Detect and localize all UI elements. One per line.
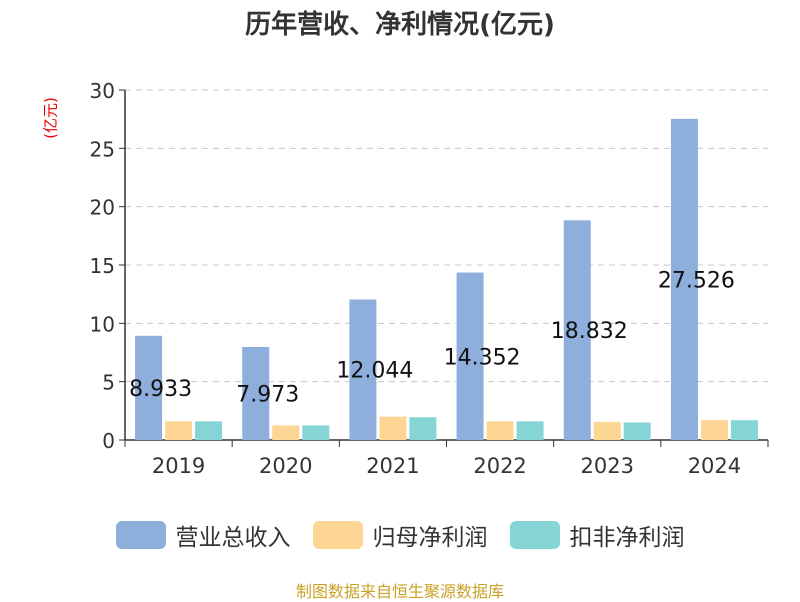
chart-title: 历年营收、净利情况(亿元) [245,10,555,40]
bar-2-2020 [302,425,330,440]
data-source-note: 制图数据来自恒生聚源数据库 [295,582,504,601]
bar-1-2019 [165,421,193,440]
bar-2-2023 [623,422,651,440]
bar-2-2019 [195,421,223,440]
bar-2-2021 [409,417,437,440]
legend-item-revenue[interactable]: 营业总收入 [115,518,291,552]
data-label-2019: 8.933 [129,377,192,402]
legend-item-deducted-profit[interactable]: 扣非净利润 [509,518,685,552]
bar-2-2022 [516,421,544,440]
y-tick-label-15: 15 [90,254,115,278]
x-tick-label-2024: 2024 [688,454,741,478]
y-tick-label-5: 5 [102,371,115,395]
legend-swatch-revenue [115,521,166,549]
data-label-2023: 18.832 [551,319,628,344]
bar-0-2022 [456,272,484,440]
legend-item-net-profit[interactable]: 归母净利润 [312,518,488,552]
y-tick-label-20: 20 [90,196,115,220]
x-tick-label-2020: 2020 [259,454,312,478]
x-tick-label-2022: 2022 [473,454,526,478]
bar-0-2019 [135,335,163,440]
data-label-2020: 7.973 [236,382,299,407]
data-label-2021: 12.044 [336,359,413,384]
bar-0-2020 [242,346,270,440]
y-tick-label-0: 0 [102,429,115,453]
y-tick-label-10: 10 [90,312,115,336]
data-label-2024: 27.526 [658,268,735,293]
legend-label-net-profit: 归母净利润 [372,525,488,551]
data-label-2022: 14.352 [444,345,521,370]
bar-0-2023 [563,220,591,440]
legend-label-revenue: 营业总收入 [175,525,291,551]
bar-0-2021 [349,299,377,440]
bar-1-2024 [700,420,728,440]
legend-label-deducted-profit: 扣非净利润 [569,525,685,551]
bar-1-2021 [379,416,407,440]
bar-1-2020 [272,425,300,440]
y-tick-label-30: 30 [90,79,115,103]
legend-swatch-deducted-profit [509,521,560,549]
x-tick-label-2023: 2023 [581,454,634,478]
legend-swatch-net-profit [312,521,363,549]
bar-1-2023 [593,421,621,440]
bar-1-2022 [486,421,514,440]
x-tick-label-2021: 2021 [366,454,419,478]
bar-0-2024 [670,118,698,440]
legend: 营业总收入 归母净利润 扣非净利润 [0,518,800,552]
y-tick-label-25: 25 [90,137,115,161]
x-tick-label-2019: 2019 [152,454,205,478]
bar-2-2024 [730,420,758,440]
